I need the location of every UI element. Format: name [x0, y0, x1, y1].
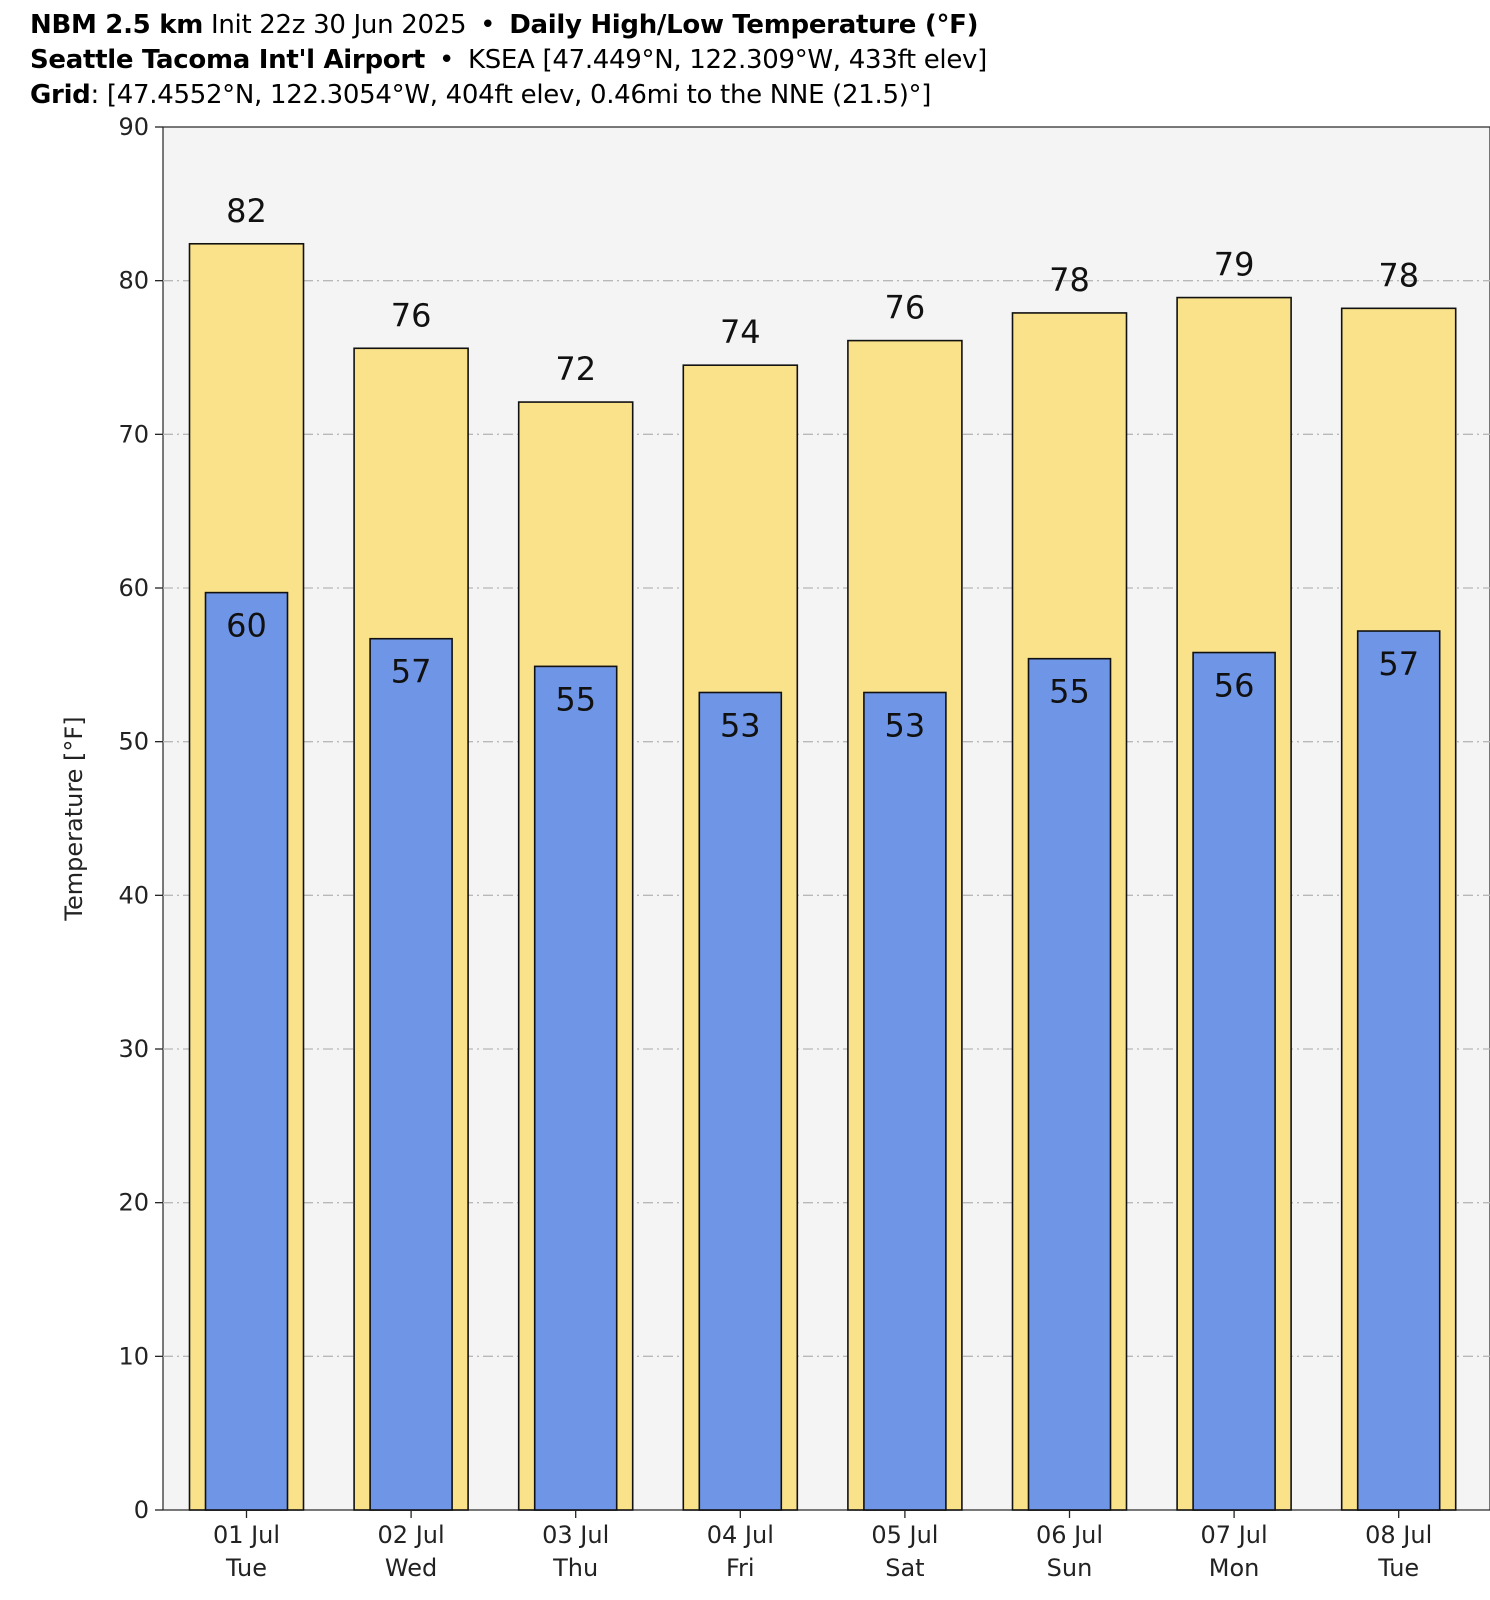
x-tick-label-weekday: Tue [1377, 1554, 1419, 1582]
x-tick-label-weekday: Tue [225, 1554, 267, 1582]
high-temp-label: 72 [555, 350, 596, 388]
high-temp-label: 76 [391, 296, 432, 334]
low-temp-bar [204, 591, 289, 1511]
x-tick-label-date: 01 Jul [213, 1521, 280, 1549]
low-temp-bar [533, 665, 618, 1511]
y-tick-label: 90 [118, 113, 149, 141]
x-tick-label-date: 03 Jul [542, 1521, 609, 1549]
high-temp-label: 82 [226, 192, 267, 230]
header-line-1: NBM 2.5 km Init 22z 30 Jun 2025 • Daily … [30, 8, 1470, 43]
x-tick-label-date: 02 Jul [378, 1521, 445, 1549]
y-tick-label: 40 [118, 881, 149, 909]
x-tick-label-weekday: Thu [552, 1554, 598, 1582]
high-temp-label: 76 [885, 289, 926, 327]
x-tick-label-weekday: Sun [1047, 1554, 1093, 1582]
x-tick-label-weekday: Fri [726, 1554, 755, 1582]
low-temp-label: 57 [1378, 645, 1419, 683]
high-temp-label: 74 [720, 313, 761, 351]
y-axis-label: Temperature [°F] [60, 716, 88, 921]
grid-label: Grid [30, 80, 91, 110]
low-temp-label: 55 [555, 680, 596, 718]
low-temp-bar [1027, 657, 1112, 1511]
low-temp-label: 53 [885, 706, 926, 744]
high-temp-label: 78 [1049, 261, 1090, 299]
x-tick-label-date: 04 Jul [707, 1521, 774, 1549]
header-line-3: Grid: [47.4552°N, 122.3054°W, 404ft elev… [30, 78, 1470, 113]
low-temp-bar [863, 691, 947, 1511]
x-tick-label-date: 06 Jul [1036, 1521, 1103, 1549]
x-tick-label-date: 05 Jul [871, 1521, 938, 1549]
y-tick-label: 30 [118, 1035, 149, 1063]
y-tick-label: 80 [118, 267, 149, 295]
y-tick-label: 20 [118, 1189, 149, 1217]
low-temp-bar [369, 637, 453, 1511]
x-tick-label-date: 08 Jul [1365, 1521, 1432, 1549]
low-temp-bar [1356, 630, 1441, 1511]
model-name: NBM 2.5 km [30, 10, 203, 40]
station-info: KSEA [47.449°N, 122.309°W, 433ft elev] [467, 45, 987, 75]
chart-title: Daily High/Low Temperature (°F) [509, 10, 979, 40]
x-tick-label-weekday: Wed [385, 1554, 437, 1582]
low-temp-label: 53 [720, 706, 761, 744]
low-temp-label: 60 [226, 607, 267, 645]
x-tick-label-weekday: Sat [885, 1554, 924, 1582]
separator-bullet: • [438, 45, 454, 75]
chart-header: NBM 2.5 km Init 22z 30 Jun 2025 • Daily … [30, 8, 1470, 113]
y-tick-label: 50 [118, 728, 149, 756]
high-temp-label: 78 [1378, 256, 1419, 294]
x-tick-label-date: 07 Jul [1201, 1521, 1268, 1549]
y-tick-label: 60 [118, 574, 149, 602]
high-temp-label: 79 [1214, 246, 1255, 284]
station-name: Seattle Tacoma Int'l Airport [30, 45, 425, 75]
y-tick-label: 70 [118, 420, 149, 448]
init-time: Init 22z 30 Jun 2025 [210, 10, 467, 40]
x-tick-label-weekday: Mon [1209, 1554, 1260, 1582]
y-tick-label: 0 [134, 1496, 149, 1524]
low-temp-bar [1192, 651, 1276, 1511]
low-temp-label: 55 [1049, 673, 1090, 711]
low-temp-label: 56 [1214, 667, 1255, 705]
low-temp-label: 57 [391, 653, 432, 691]
header-line-2: Seattle Tacoma Int'l Airport • KSEA [47.… [30, 43, 1470, 78]
y-tick-label: 10 [118, 1342, 149, 1370]
grid-info: : [47.4552°N, 122.3054°W, 404ft elev, 0.… [90, 80, 932, 110]
low-temp-bar [698, 691, 783, 1511]
separator-bullet: • [480, 10, 496, 40]
